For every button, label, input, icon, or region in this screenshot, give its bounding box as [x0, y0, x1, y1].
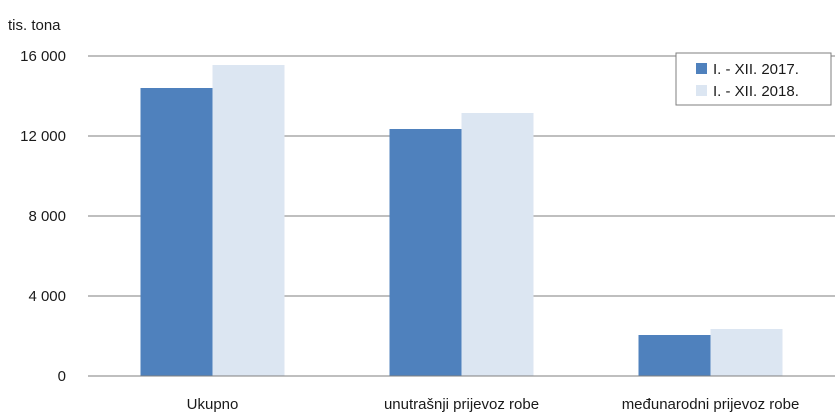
x-tick-labels: Ukupno unutrašnji prijevoz robe međunarodn… [187, 396, 800, 413]
y-tick-label: 8 000 [28, 208, 66, 225]
legend-swatch [696, 85, 707, 96]
legend-label: I. - XII. 2017. [713, 61, 799, 78]
x-tick-label: unutrašnji prijevoz robe [384, 396, 539, 413]
bar [212, 65, 285, 376]
bars [140, 65, 783, 376]
legend-box [675, 52, 832, 106]
y-tick-labels: 0 4 000 8 000 12 000 16 000 [20, 48, 66, 385]
y-tick-label: 4 000 [28, 288, 66, 305]
legend-swatch [696, 63, 707, 74]
y-tick-label: 0 [58, 368, 66, 385]
bar [638, 335, 711, 376]
legend-label: I. - XII. 2018. [713, 83, 799, 100]
legend: I. - XII. 2017. I. - XII. 2018. [675, 52, 832, 106]
y-tick-label: 12 000 [20, 128, 66, 145]
bar [710, 329, 783, 376]
x-tick-label: međunarodni prijevoz robe [622, 396, 800, 413]
bar [140, 88, 213, 376]
x-tick-label: Ukupno [187, 396, 239, 413]
y-tick-label: 16 000 [20, 48, 66, 65]
y-axis-label: tis. tona [8, 17, 61, 34]
bar [389, 129, 462, 376]
bar [461, 113, 534, 376]
